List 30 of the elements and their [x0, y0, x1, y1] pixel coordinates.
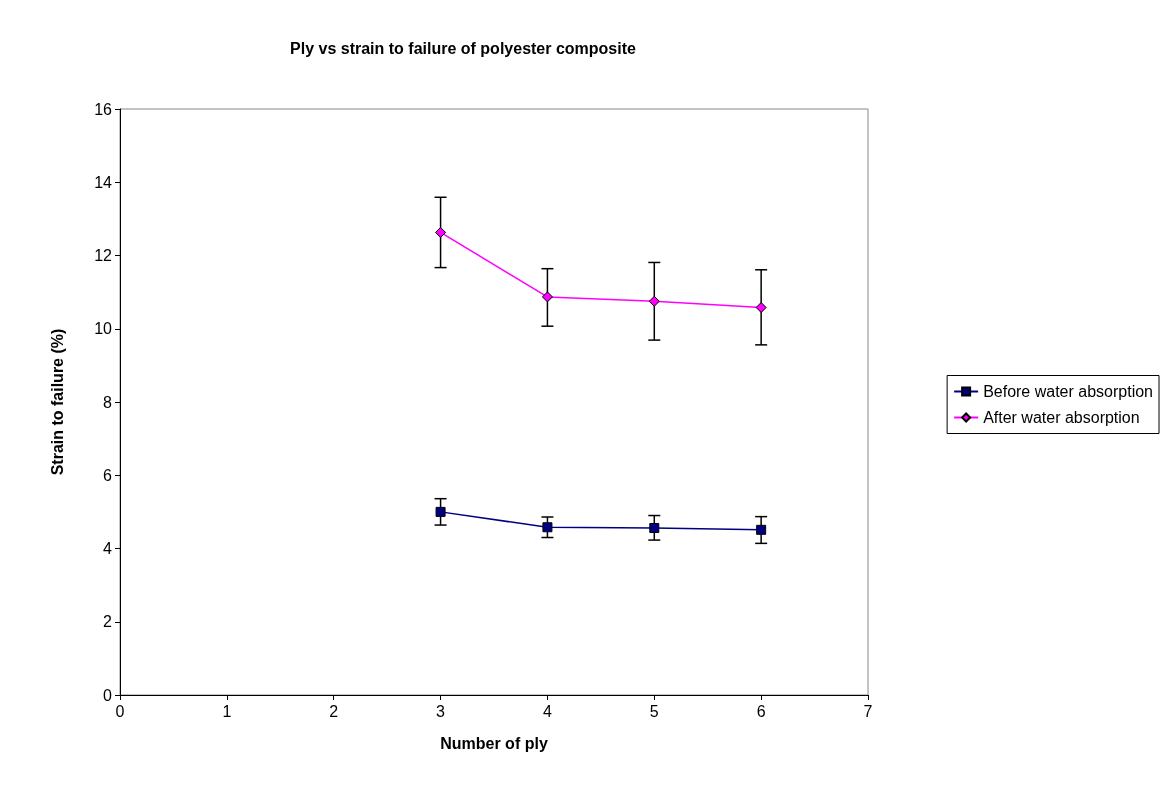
x-tick-label: 0	[115, 702, 125, 720]
x-tick-label: 5	[649, 702, 659, 720]
y-tick-label: 6	[103, 466, 113, 484]
point	[649, 522, 660, 533]
y-tick-label: 0	[103, 686, 113, 704]
x-tick-label: 7	[863, 702, 873, 720]
point	[648, 295, 660, 307]
x-tick-label: 2	[329, 702, 339, 720]
x-tick-label: 3	[436, 702, 446, 720]
y-tick-label: 4	[103, 540, 113, 557]
point	[756, 524, 767, 535]
point	[755, 302, 767, 314]
legend-label: Before water absorption	[983, 383, 1153, 400]
x-tick-label: 4	[542, 702, 552, 720]
point	[542, 522, 553, 533]
point	[435, 506, 446, 517]
y-tick-label: 16	[94, 100, 113, 118]
point	[541, 291, 553, 303]
x-tick-label: 1	[222, 702, 232, 720]
y-tick-label: 14	[94, 173, 113, 191]
y-axis-title: Strain to failure (%)	[48, 328, 66, 476]
legend-label: After water absorption	[983, 409, 1140, 426]
y-tick-label: 12	[94, 247, 113, 264]
point	[435, 226, 447, 238]
x-axis-title: Number of ply	[440, 734, 548, 752]
y-tick-label: 8	[103, 393, 113, 411]
chart-title: Ply vs strain to failure of polyester composite	[290, 39, 637, 57]
x-tick-label: 6	[756, 702, 766, 720]
y-tick-label: 2	[103, 613, 113, 631]
y-tick-label: 10	[94, 320, 113, 338]
